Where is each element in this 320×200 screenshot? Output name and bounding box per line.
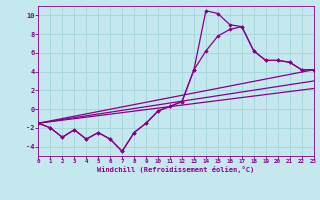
X-axis label: Windchill (Refroidissement éolien,°C): Windchill (Refroidissement éolien,°C): [97, 166, 255, 173]
